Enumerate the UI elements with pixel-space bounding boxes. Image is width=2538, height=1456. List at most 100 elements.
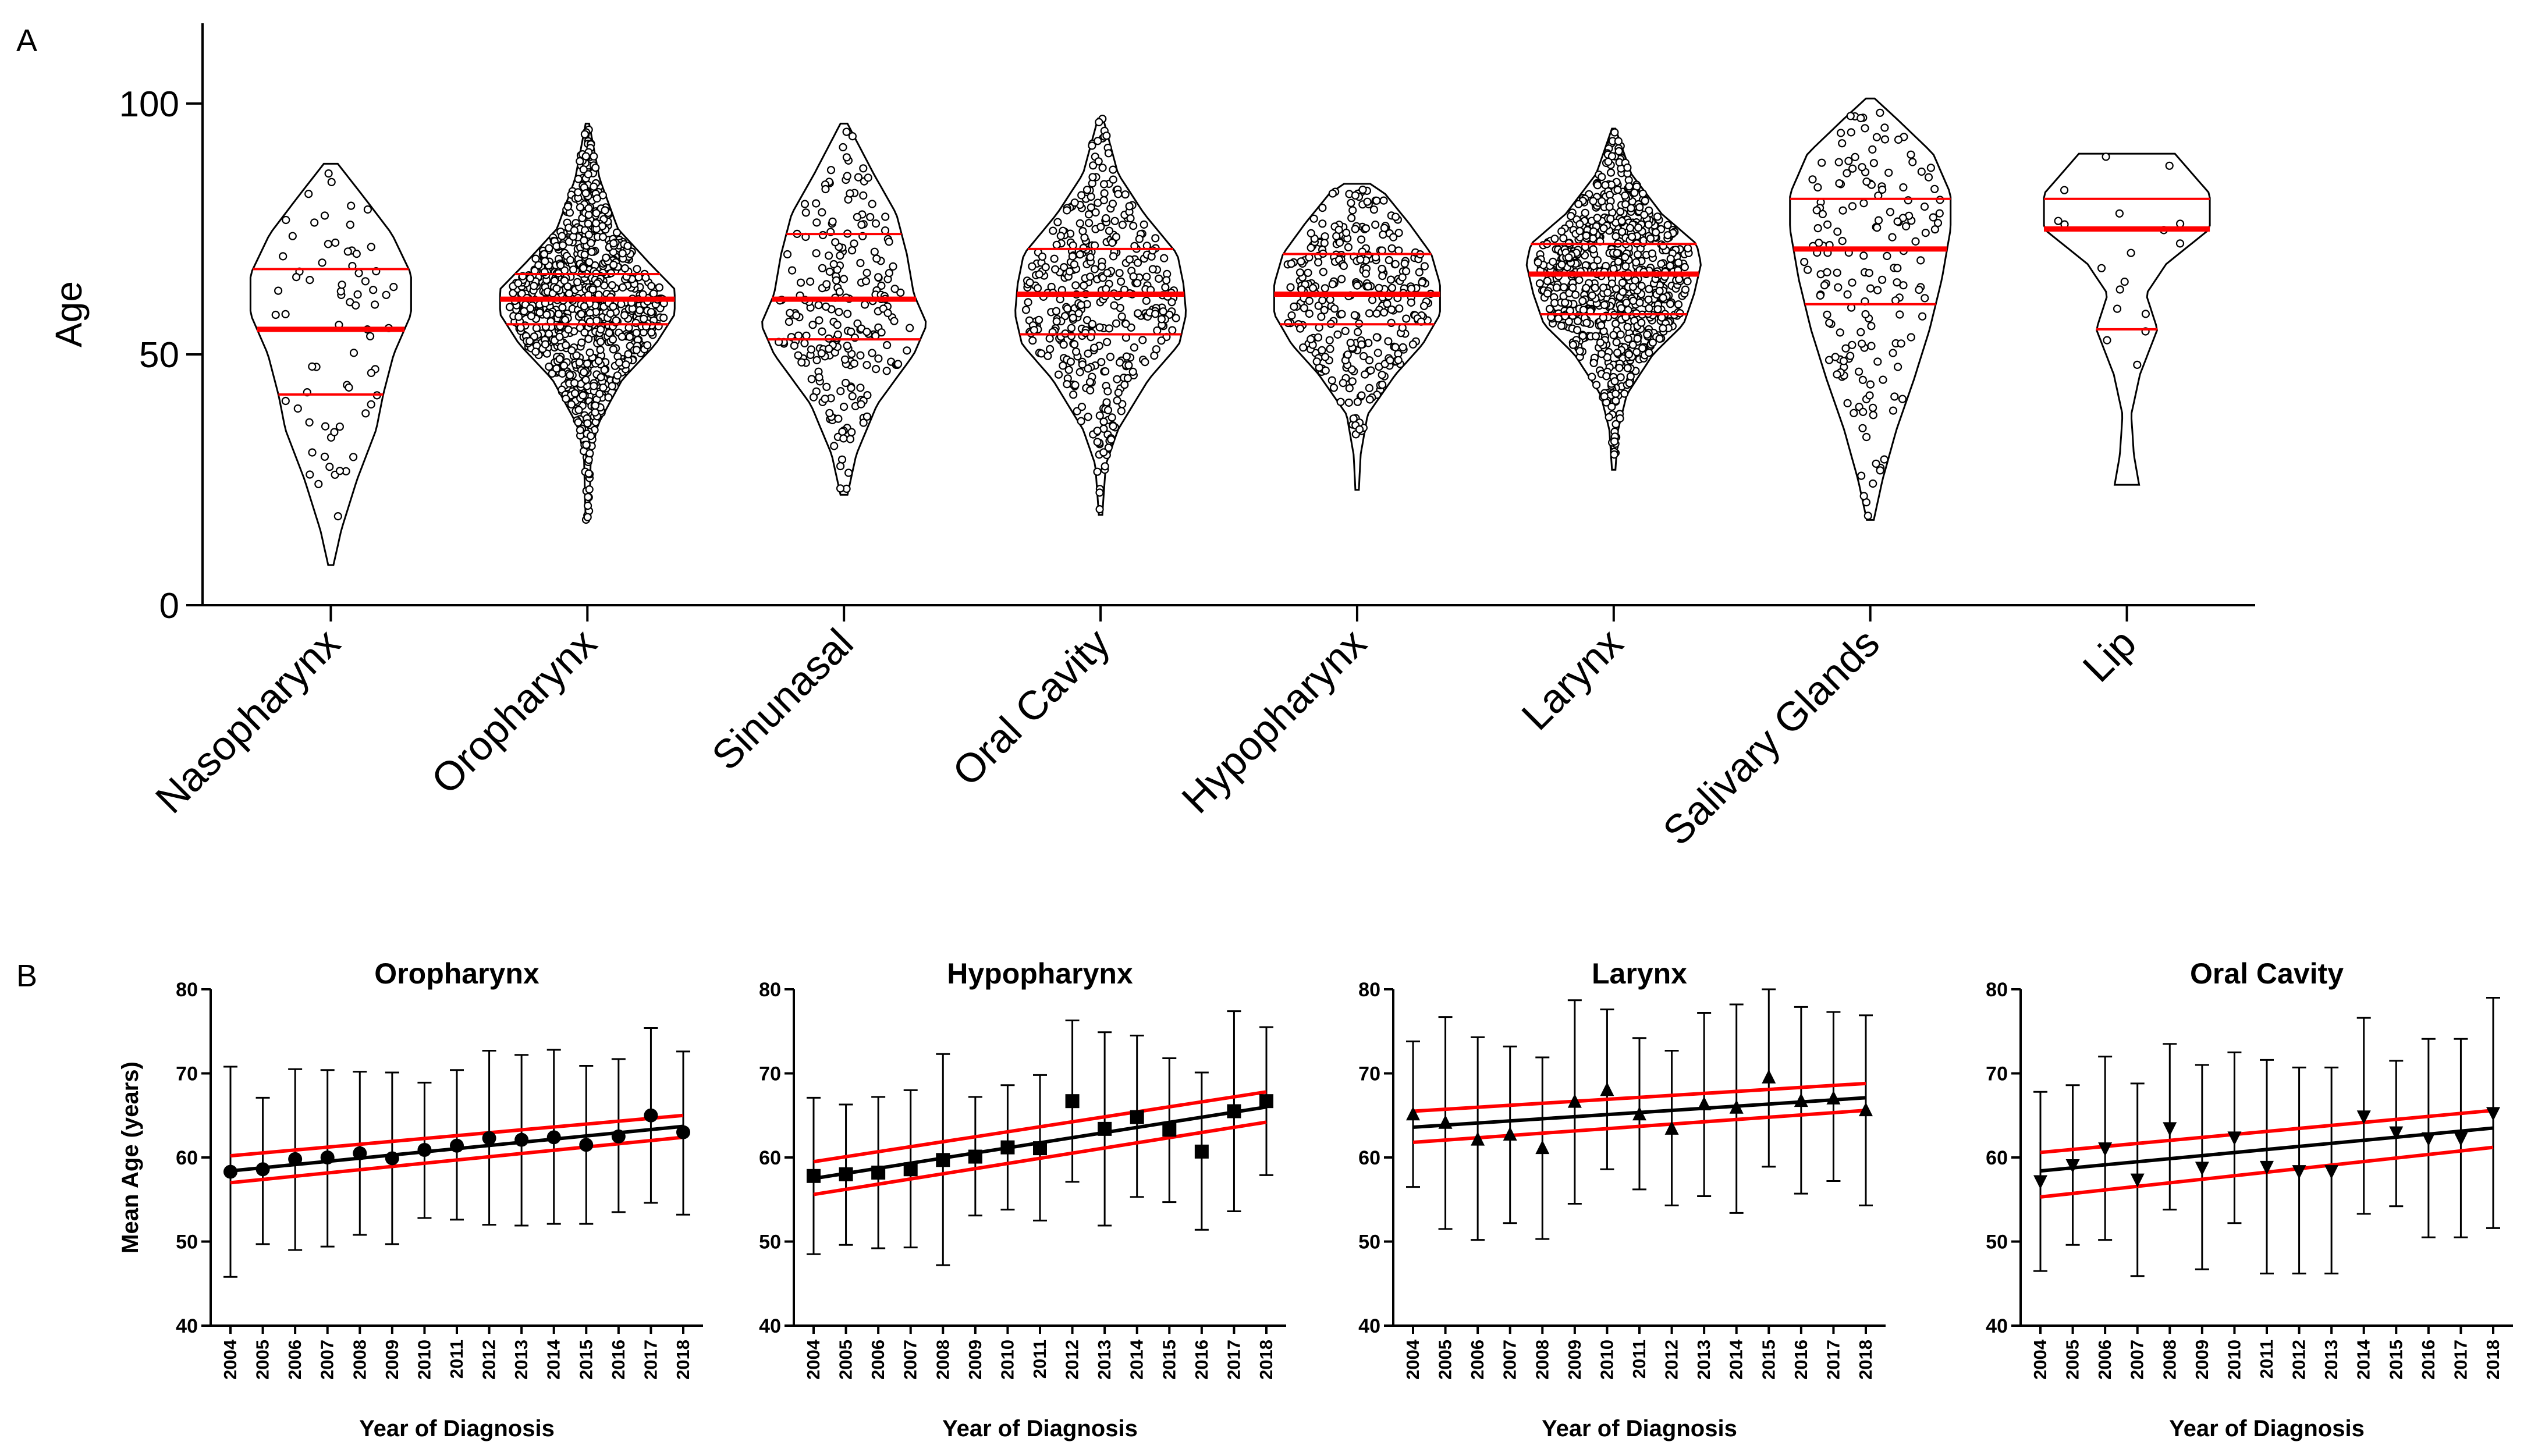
data-point	[541, 340, 550, 349]
year-label: 2017	[1223, 1340, 1244, 1380]
data-point	[1035, 270, 1043, 279]
data-point	[1593, 181, 1602, 190]
data-point	[1655, 334, 1664, 343]
year-label: 2004	[1403, 1339, 1423, 1380]
mean-marker	[2356, 1110, 2371, 1125]
data-point	[1543, 276, 1552, 285]
year-label: 2017	[1823, 1340, 1843, 1380]
data-point	[552, 364, 561, 373]
year-label: 2004	[803, 1339, 823, 1380]
data-point	[1070, 198, 1079, 207]
data-point	[558, 303, 567, 312]
data-point	[850, 359, 858, 368]
ci-upper-line	[813, 1090, 1267, 1164]
data-point	[659, 313, 668, 322]
data-point	[369, 286, 378, 294]
data-point	[1823, 310, 1831, 319]
data-point	[1296, 324, 1305, 333]
data-point	[812, 356, 821, 365]
data-point	[1618, 287, 1627, 296]
data-point	[1578, 297, 1587, 306]
data-point	[822, 382, 831, 391]
data-point	[292, 273, 301, 282]
data-point	[565, 289, 574, 298]
data-point	[1059, 340, 1068, 349]
mean-marker	[1664, 1120, 1679, 1135]
data-point	[1337, 310, 1346, 318]
data-point	[1603, 288, 1612, 297]
data-point	[856, 258, 865, 268]
data-point	[1157, 336, 1166, 345]
data-point	[847, 383, 856, 392]
category-label: Larynx	[1513, 620, 1632, 738]
data-point	[281, 396, 290, 406]
data-point	[821, 184, 830, 194]
data-point	[636, 306, 644, 315]
data-point	[271, 310, 280, 319]
data-point	[838, 427, 847, 436]
data-point	[1107, 435, 1116, 444]
data-point	[583, 359, 592, 368]
data-point	[1142, 296, 1151, 305]
data-point	[580, 236, 588, 245]
data-point	[514, 312, 523, 321]
mean-marker	[1503, 1126, 1517, 1141]
year-label: 2015	[1159, 1340, 1179, 1380]
data-point	[643, 341, 652, 350]
data-point	[1402, 314, 1411, 323]
data-point	[1607, 152, 1617, 161]
data-point	[1028, 262, 1037, 271]
data-point	[1343, 350, 1352, 359]
mean-marker	[255, 1162, 270, 1177]
data-point	[1330, 304, 1339, 313]
data-point	[1104, 149, 1113, 158]
data-point	[1045, 345, 1055, 354]
data-point	[874, 273, 883, 282]
data-point	[539, 250, 549, 258]
data-point	[1084, 210, 1094, 219]
data-point	[1128, 367, 1137, 377]
mean-marker	[2389, 1126, 2404, 1141]
data-point	[1645, 348, 1653, 357]
mean-marker	[2292, 1165, 2306, 1180]
data-point	[1638, 189, 1647, 198]
data-point	[1609, 264, 1618, 274]
year-label: 2005	[253, 1340, 273, 1380]
data-point	[1633, 334, 1642, 343]
data-point	[1610, 450, 1618, 459]
mean-marker	[2098, 1142, 2113, 1157]
data-point	[1902, 222, 1911, 230]
year-label: 2008	[2159, 1340, 2180, 1380]
data-point	[1103, 406, 1113, 414]
data-point	[345, 383, 353, 392]
data-point	[1848, 164, 1857, 173]
data-point	[1618, 228, 1627, 236]
data-point	[1613, 248, 1621, 257]
data-point	[1621, 262, 1630, 271]
data-point	[809, 393, 818, 402]
data-point	[1398, 273, 1407, 282]
data-point	[828, 217, 837, 226]
data-point	[1596, 338, 1605, 347]
year-label: 2018	[1256, 1340, 1276, 1380]
data-point	[1655, 286, 1664, 295]
data-point	[1627, 204, 1635, 212]
data-point	[1848, 340, 1857, 349]
data-point	[566, 255, 575, 264]
data-point	[1878, 185, 1887, 194]
data-point	[1855, 367, 1863, 376]
data-point	[832, 276, 841, 285]
data-point	[331, 238, 340, 247]
data-point	[890, 285, 899, 293]
data-point	[1876, 108, 1884, 117]
data-point	[1623, 322, 1632, 332]
data-point	[1643, 330, 1652, 339]
data-point	[1848, 278, 1857, 287]
data-point	[1600, 392, 1609, 401]
data-point	[1102, 214, 1110, 223]
data-point	[1117, 312, 1126, 321]
data-point	[1605, 413, 1613, 422]
data-point	[1099, 180, 1109, 189]
data-point	[857, 400, 865, 409]
y-tick-label: 60	[176, 1147, 198, 1169]
